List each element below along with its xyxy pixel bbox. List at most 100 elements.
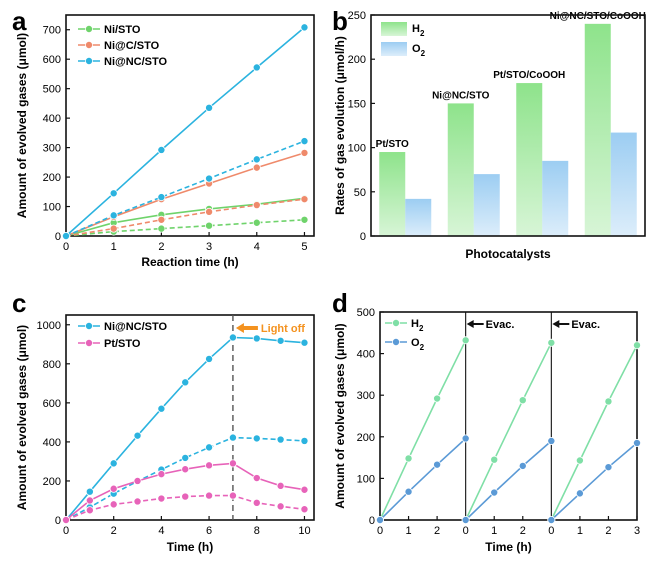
- panel-b-bar-o2-3: [610, 132, 637, 236]
- panel-d-cycle-1-h2-point: [404, 454, 413, 463]
- panel-a-xtick-label: 0: [63, 241, 69, 253]
- panel-c-ytick-label: 200: [43, 476, 61, 488]
- panel-a-ylabel: Amount of evolved gases (μmol): [15, 33, 29, 218]
- panel-b-ytick-label: 200: [348, 54, 366, 66]
- panel-a-xtick-label: 2: [158, 241, 164, 253]
- panel-c-xtick-label: 0: [63, 525, 69, 537]
- panel-d-cycle-3-h2-point: [575, 456, 584, 465]
- panel-a-xtick-label: 3: [206, 241, 212, 253]
- panel-b-bar-label: Ni@NC/STO: [432, 90, 490, 101]
- panel-d-xtick-label: 1: [491, 525, 497, 537]
- panel-a-series-ni-c-sto-o2-point: [109, 224, 118, 233]
- panel-a-series-ni-sto-o2-point: [252, 218, 261, 227]
- panel-b-bar-h2-0: [379, 152, 406, 236]
- panel-a-series-ni-nc-sto-o2-point: [62, 231, 71, 240]
- panel-a: 0 100 200 300 400 500 600 700 0 1 2 3 4 5 Reaction tim…: [15, 14, 315, 269]
- panel-c-series-ni-nc-sto-o2-point: [205, 443, 214, 452]
- panel-c-series-pt-sto-o2-point: [157, 494, 166, 503]
- panel-b-ylabel: Rates of gas evolution (μmol/h): [333, 36, 347, 215]
- panel-d-ytick-label: 500: [357, 307, 375, 319]
- panel-b-bar-o2-2: [542, 160, 569, 236]
- panel-c-series-ni-nc-sto-o2-line: [65, 436, 305, 521]
- panel-a-series-ni-sto-o2-point: [205, 221, 214, 230]
- panel-d-legend-label: H2: [411, 318, 424, 333]
- panel-a-ytick-label: 400: [43, 113, 61, 125]
- panel-d-legend-marker: [391, 318, 400, 327]
- panel-d-xtick-label: 2: [434, 525, 440, 537]
- panel-c-series-pt-sto-o2-point: [85, 506, 94, 515]
- panel-label-d: d: [332, 288, 348, 318]
- panel-d-frame: [379, 311, 638, 521]
- panel-c-legend-marker: [85, 321, 94, 330]
- panel-b-legend-label: O2: [412, 43, 426, 58]
- panel-a-series-ni-nc-sto-o2-line: [65, 140, 305, 237]
- panel-d-cycle-1-h2-line: [379, 339, 467, 521]
- panel-c-series-ni-nc-sto-h2-point: [133, 431, 142, 440]
- panel-a-series-ni-nc-sto-h2-point: [252, 63, 261, 72]
- panel-d-cycle-1-o2-point: [433, 460, 442, 469]
- panel-c-series-pt-sto-o2-point: [133, 497, 142, 506]
- panel-c-ytick-label: 1000: [37, 320, 61, 332]
- panel-d-ylabel: Amount of evolved gases (μmol): [333, 323, 347, 508]
- panel-c-series-pt-sto-h2-point: [228, 459, 237, 468]
- panel-c-series-ni-nc-sto-o2-point: [252, 434, 261, 443]
- panel-a-series-ni-nc-sto-o2-point: [109, 211, 118, 220]
- panel-c-series-pt-sto-o2-point: [252, 498, 261, 507]
- panel-d-cycle-2-o2-point: [461, 516, 470, 525]
- panel-d-cycle-1-h2-point: [433, 394, 442, 403]
- panel-label-b: b: [332, 6, 348, 36]
- panel-d-cycle-1-h2-point: [461, 336, 470, 345]
- panel-a-legend-marker: [85, 41, 94, 50]
- panel-b-xlabel: Photocatalysts: [465, 247, 551, 261]
- panel-a-ytick-label: 300: [43, 143, 61, 155]
- panel-b-legend-swatch: [381, 42, 407, 56]
- panel-a-xtick-label: 1: [111, 241, 117, 253]
- panel-d-cycle-1-o2-point: [461, 434, 470, 443]
- panel-a-series-ni-c-sto-h2-line: [65, 152, 305, 237]
- panel-d-cycle-2-h2-point: [518, 396, 527, 405]
- panel-d-xtick-label: 2: [520, 525, 526, 537]
- panel-c-ytick-label: 600: [43, 398, 61, 410]
- panel-b-ytick-label: 150: [348, 98, 366, 110]
- panel-d-evac-label: Evac.: [486, 319, 515, 331]
- panel-c-ytick-label: 0: [55, 515, 61, 527]
- panel-b-bar-h2-2: [516, 83, 543, 237]
- panel-d-evac-arrow-icon: [552, 320, 570, 328]
- panel-d-ytick-label: 0: [369, 515, 375, 527]
- panel-c-series-ni-nc-sto-o2-point: [276, 435, 285, 444]
- panel-a-ytick-label: 600: [43, 54, 61, 66]
- panel-d-cycle-3-o2-point: [547, 516, 556, 525]
- panel-b-bar-o2-0: [405, 198, 432, 236]
- panel-d-cycle-1-o2-line: [379, 437, 467, 521]
- panel-d-ytick-label: 200: [357, 432, 375, 444]
- panel-c-legend-label: Pt/STO: [104, 338, 141, 350]
- panel-d-cycle-1-o2-point: [404, 487, 413, 496]
- panel-d-evac-label: Evac.: [571, 319, 600, 331]
- panel-c-xtick-label: 10: [298, 525, 310, 537]
- panel-c-series-pt-sto-h2-point: [276, 481, 285, 490]
- panel-c-series-pt-sto-h2-point: [205, 461, 214, 470]
- panel-d-cycle-2-h2-point: [547, 338, 556, 347]
- panel-b-bar-label: Ni@NC/STO/CoOOH: [550, 11, 646, 22]
- panel-d-ytick-label: 100: [357, 473, 375, 485]
- panel-c-series-pt-sto-h2-point: [157, 470, 166, 479]
- panel-a-legend-label: Ni@C/STO: [104, 40, 160, 52]
- panel-d-cycle-3-o2-point: [604, 463, 613, 472]
- panel-d-evac-arrow-icon: [466, 320, 484, 328]
- panel-d-cycle-2-h2-point: [490, 455, 499, 464]
- panel-d-cycle-3-h2-point: [633, 341, 642, 350]
- panel-a-legend-label: Ni@NC/STO: [104, 56, 168, 68]
- panel-d-ytick-label: 400: [357, 349, 375, 361]
- panel-b-legend-label: H2: [412, 23, 425, 38]
- panel-d-cycle-3-o2-line: [550, 442, 638, 521]
- panel-b-ytick-label: 100: [348, 143, 366, 155]
- panel-b-ytick-label: 0: [360, 231, 366, 243]
- panel-c-series-pt-sto-o2-point: [300, 505, 309, 514]
- panel-a-series-ni-c-sto-h2-point: [252, 163, 261, 172]
- panel-c-series-pt-sto-h2-point: [181, 465, 190, 474]
- panel-a-series-ni-c-sto-o2-point: [205, 207, 214, 216]
- panel-d-cycle-1-o2-point: [375, 516, 384, 525]
- panel-a-legend-marker: [85, 24, 94, 33]
- panel-b-ytick-label: 250: [348, 10, 366, 22]
